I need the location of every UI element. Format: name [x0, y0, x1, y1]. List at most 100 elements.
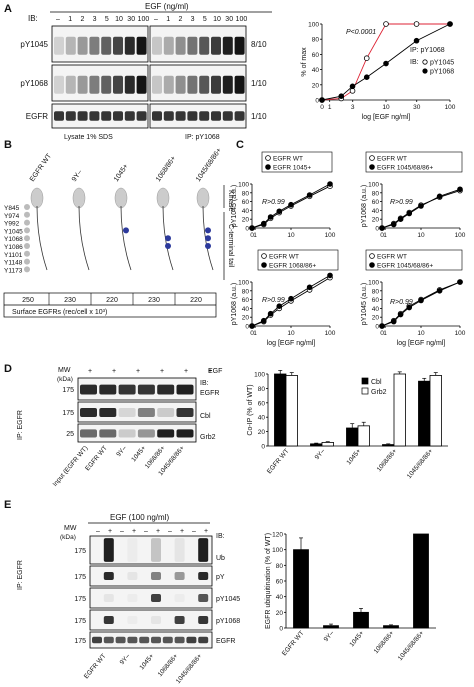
blot-band	[175, 36, 186, 55]
x-tick-label: 3	[351, 104, 355, 111]
blot-band	[92, 636, 102, 644]
y-tick-label: 60	[372, 297, 380, 304]
blot-ratio: 1/10	[251, 79, 267, 88]
bar	[413, 533, 429, 629]
y-tick-label: 0	[245, 324, 249, 331]
y-tick-label: 100	[368, 182, 379, 189]
data-point	[363, 55, 370, 61]
egf-plus-sign: +	[208, 368, 212, 375]
x-tick-label: 0	[320, 104, 324, 111]
blot-row-label: pY1068	[20, 79, 48, 88]
x-tick-label: 10	[287, 330, 295, 337]
construct-label: EGFR WT	[29, 152, 54, 183]
tyrosine-site	[205, 243, 211, 249]
residue-label: Y1173	[4, 267, 23, 274]
data-point	[338, 93, 345, 99]
receptor-head	[30, 187, 44, 209]
blot-band	[118, 429, 136, 438]
egf-sign: –	[96, 528, 100, 535]
panel-d-mw-label: MW	[58, 367, 71, 374]
construct-label: 1068/86+	[155, 155, 178, 183]
x-tick-label: 100	[325, 330, 336, 337]
x-tick-label: 10	[417, 232, 425, 239]
data-point	[418, 203, 424, 209]
data-point	[397, 311, 404, 318]
y-tick-label: 40	[372, 208, 380, 215]
egf-sign: –	[192, 528, 196, 535]
panel-e-ip-label: IP: EGFR	[17, 560, 24, 590]
egf-sign: +	[204, 528, 208, 535]
blot-band	[103, 538, 114, 562]
surface-value: 230	[64, 297, 76, 304]
x-axis-label: log [EGF ng/ml]	[397, 340, 446, 347]
panel-a-blots: pY1045 8/10 pY1068 1/10 EGFR 1/10	[20, 25, 267, 129]
y-tick-label: 40	[276, 594, 284, 601]
blot-band	[89, 75, 100, 94]
data-point	[457, 279, 463, 285]
y-tick-label: 0	[245, 226, 249, 233]
blot-band	[175, 111, 186, 121]
blot-band	[163, 111, 174, 121]
data-point	[306, 192, 313, 198]
tyrosine-site	[24, 211, 30, 218]
blot-band	[77, 36, 88, 55]
blot-ratio: 1/10	[251, 112, 267, 121]
blot-band	[222, 36, 233, 55]
y-tick-label: 40	[242, 208, 250, 215]
panel-e-mw-label: MW	[64, 525, 77, 532]
data-point	[249, 323, 255, 329]
blot-band	[124, 36, 135, 55]
tyrosine-site	[165, 235, 171, 242]
residue-label: Y1148	[4, 260, 23, 267]
data-point	[418, 297, 424, 304]
dose-label: –	[154, 16, 158, 23]
data-point	[363, 74, 370, 80]
domain-c-terminal-tail: C-terminal tail	[227, 224, 234, 268]
category-label: 1045+	[348, 630, 365, 649]
blot-band	[65, 75, 76, 94]
blot-band	[175, 75, 186, 94]
blot-band	[186, 636, 197, 644]
legend-marker	[369, 262, 375, 268]
blot-band	[198, 636, 209, 644]
panel-d-egf-plus: + + + + + +	[88, 368, 212, 375]
data-point	[276, 208, 283, 215]
blot-label: Grb2	[200, 434, 216, 441]
blot-band	[101, 36, 112, 55]
blot-band	[103, 636, 114, 644]
tyrosine-site	[24, 227, 30, 234]
y-tick-label: 80	[258, 386, 266, 393]
y-tick-label: 0	[375, 226, 379, 233]
panel-b-residues: Y845Y974Y992Y1045Y1068Y1086Y1101Y1148Y11…	[4, 185, 225, 280]
blot-label: pY1045	[216, 596, 240, 603]
mw-label: 175	[74, 618, 86, 625]
receptor-head	[72, 187, 86, 209]
panel-e-lane-labels: EGFR WT 9Y– 1045+ 1068/86+1045/68/86+	[83, 653, 204, 686]
blot-label: EGFR	[200, 390, 219, 397]
blot-band	[65, 36, 76, 55]
y-tick-label: 40	[258, 415, 266, 422]
blot-band	[136, 36, 147, 55]
blot-band	[89, 36, 100, 55]
blot-band	[211, 36, 221, 55]
blot-band	[113, 36, 123, 55]
y-axis-label: pY1068 (a.u.)	[361, 185, 368, 227]
residue-label: Y1086	[4, 244, 23, 251]
y-tick-label: 0	[315, 98, 319, 105]
blot-band	[234, 111, 245, 121]
data-point	[447, 21, 453, 27]
y-tick-label: 100	[238, 182, 249, 189]
mw-label: 175	[74, 638, 86, 645]
blot-band	[199, 36, 210, 55]
residue-label: Y845	[4, 205, 20, 212]
chart-annotation: R>0.99	[262, 297, 285, 304]
blot-band	[176, 429, 194, 438]
y-tick-label: 60	[258, 400, 266, 407]
legend-ip: IP: pY1068	[410, 47, 445, 54]
mw-label: 175	[74, 574, 86, 581]
y-tick-label: 120	[272, 532, 283, 539]
residue-label: Y1101	[4, 252, 23, 259]
data-point	[327, 181, 333, 187]
